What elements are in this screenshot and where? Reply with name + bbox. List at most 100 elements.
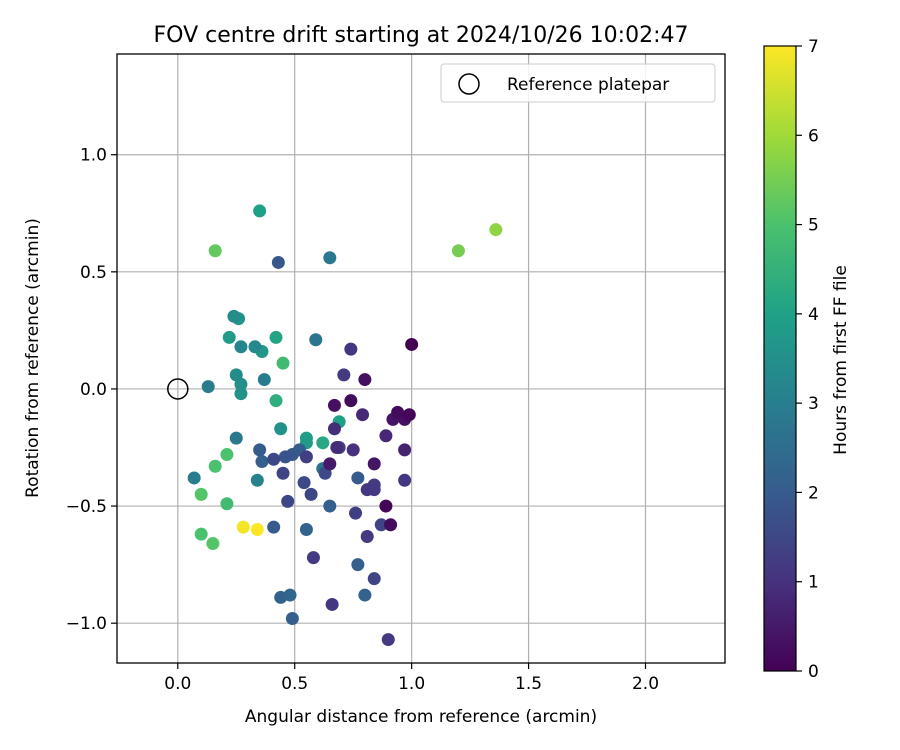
colorbar: 0 1 2 3 4 5 6 7 Hours from first FF file [763,37,851,682]
data-point [229,368,243,382]
data-point [299,450,313,464]
data-point [267,452,281,466]
colorbar-label: Hours from first FF file [831,265,851,455]
y-tick-label: −1.0 [66,614,107,634]
data-point [325,597,339,611]
data-point [344,342,358,356]
grid [117,54,725,663]
data-point [297,476,311,490]
y-tick-label: 0.0 [80,380,107,400]
colorbar-tick-label: 2 [808,483,819,503]
data-point [323,251,337,265]
data-point [306,551,320,565]
reference-platepar-marker [167,378,189,400]
data-point [346,443,360,457]
data-point [398,473,412,487]
data-point [257,373,271,387]
data-point [194,487,208,501]
colorbar-tick-label: 5 [808,216,819,236]
x-tick-label: 0.0 [164,674,191,694]
data-points [187,204,503,647]
data-point [278,450,292,464]
data-point [299,522,313,536]
data-point [358,588,372,602]
data-point [379,499,393,513]
data-point [269,394,283,408]
data-point [276,356,290,370]
data-point [276,466,290,480]
data-point [379,429,393,443]
x-tick-label: 1.5 [515,674,542,694]
colorbar-tick-label: 4 [808,305,819,325]
data-point [367,572,381,586]
data-point [358,373,372,387]
data-point [351,471,365,485]
data-point [360,530,374,544]
data-point [253,443,267,457]
colorbar-tick-label: 6 [808,126,819,146]
y-ticks: −1.0 −0.5 0.0 0.5 1.0 [66,146,117,634]
data-point [250,473,264,487]
data-point [489,223,503,237]
data-point [360,483,374,497]
data-point [281,494,295,508]
data-point [398,443,412,457]
data-point [234,340,248,354]
data-point [236,520,250,534]
data-point [367,457,381,471]
data-point [255,455,269,469]
data-point [323,457,337,471]
data-point [351,558,365,572]
data-point [285,611,299,625]
data-point [309,333,323,347]
y-axis-label: Rotation from reference (arcmin) [23,218,43,498]
data-point [229,431,243,445]
colorbar-ticks: 0 1 2 3 4 5 6 7 [796,37,819,682]
x-tick-label: 0.5 [281,674,308,694]
legend-entry-label: Reference platepar [507,75,669,95]
data-point [227,309,241,323]
data-point [344,394,358,408]
data-point [330,441,344,455]
data-point [381,633,395,647]
data-point [451,244,465,258]
legend: Reference platepar [440,63,716,103]
data-point [206,537,220,551]
colorbar-gradient [763,45,797,672]
colorbar-tick-label: 7 [808,37,819,57]
plot-frame [116,53,726,664]
data-point [267,520,281,534]
data-point [208,244,222,258]
y-tick-label: −0.5 [66,497,107,517]
data-point [201,380,215,394]
colorbar-tick-label: 1 [808,573,819,593]
data-point [327,422,341,436]
data-point [374,518,388,532]
legend-box [440,63,716,103]
y-tick-label: 1.0 [80,146,107,166]
data-point [316,436,330,450]
data-point [248,340,262,354]
data-point [349,506,363,520]
data-point [402,408,416,422]
data-point [384,518,398,532]
data-point [356,408,370,422]
data-point [194,527,208,541]
data-point [274,590,288,604]
x-tick-label: 2.0 [632,674,659,694]
data-point [187,471,201,485]
x-tick-label: 1.0 [398,674,425,694]
legend-open-circle-icon [458,73,480,95]
y-tick-label: 0.5 [80,263,107,283]
chart-title: FOV centre drift starting at 2024/10/26 … [154,23,689,48]
data-point [304,487,318,501]
data-point [253,204,267,218]
data-point [220,448,234,462]
data-point [271,255,285,269]
data-point [222,330,236,344]
data-point [269,330,283,344]
data-point [234,387,248,401]
data-point [323,499,337,513]
data-point [208,459,222,473]
